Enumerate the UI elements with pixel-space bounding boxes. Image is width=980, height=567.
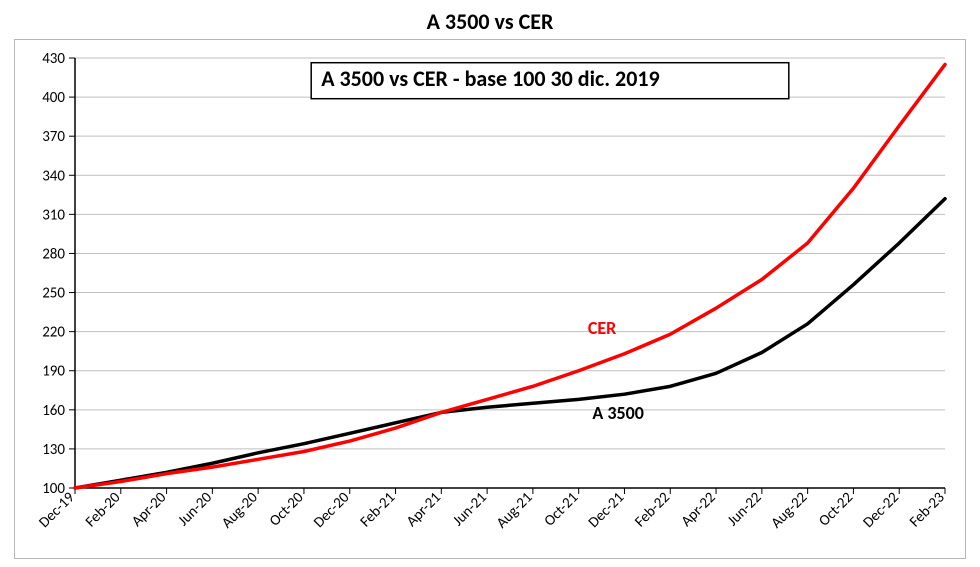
x-axis-label: Jun-22 <box>724 489 765 530</box>
chart-outer-title: A 3500 vs CER <box>14 8 966 35</box>
svg-text:280: 280 <box>42 245 65 263</box>
svg-text:190: 190 <box>42 363 65 381</box>
chart-svg: 100130160190220250280310340370400430Dec-… <box>15 40 965 558</box>
x-axis-label: Aug-20 <box>218 489 262 533</box>
svg-text:130: 130 <box>42 441 65 459</box>
x-axis-label: Feb-21 <box>357 489 399 531</box>
svg-text:250: 250 <box>42 285 65 303</box>
svg-text:370: 370 <box>42 128 65 146</box>
series-annotation-cer: CER <box>588 317 616 339</box>
x-axis-label: Jun-21 <box>449 489 490 530</box>
x-axis-label: Feb-23 <box>906 489 949 532</box>
svg-text:310: 310 <box>42 206 65 224</box>
svg-text:220: 220 <box>42 324 65 342</box>
svg-text:160: 160 <box>42 402 65 420</box>
chart-panel: 100130160190220250280310340370400430Dec-… <box>14 39 966 559</box>
series-annotation-a-3500: A 3500 <box>592 402 643 424</box>
x-axis-label: Oct-21 <box>541 489 582 530</box>
svg-text:400: 400 <box>42 89 65 107</box>
x-axis-label: Dec-22 <box>860 489 903 532</box>
series-cer <box>75 65 945 488</box>
x-axis-label: Aug-21 <box>493 489 536 532</box>
x-axis-label: Jun-20 <box>175 489 217 531</box>
x-axis-label: Dec-21 <box>585 489 628 532</box>
x-axis-label: Aug-22 <box>768 489 811 532</box>
svg-text:340: 340 <box>42 167 65 185</box>
x-axis-label: Feb-20 <box>82 489 125 532</box>
x-axis-label: Oct-22 <box>815 489 856 530</box>
x-axis-label: Apr-22 <box>678 489 720 531</box>
x-axis-label: Apr-21 <box>403 489 445 531</box>
x-axis-label: Dec-20 <box>310 489 353 532</box>
svg-text:430: 430 <box>42 50 65 68</box>
x-axis-label: Oct-20 <box>266 489 308 531</box>
legend-title: A 3500 vs CER - base 100 30 dic. 2019 <box>321 65 659 92</box>
chart-container: A 3500 vs CER 10013016019022025028031034… <box>0 0 980 567</box>
x-axis-label: Feb-22 <box>631 489 673 531</box>
series-a-3500 <box>75 199 945 488</box>
x-axis-label: Apr-20 <box>128 489 170 531</box>
